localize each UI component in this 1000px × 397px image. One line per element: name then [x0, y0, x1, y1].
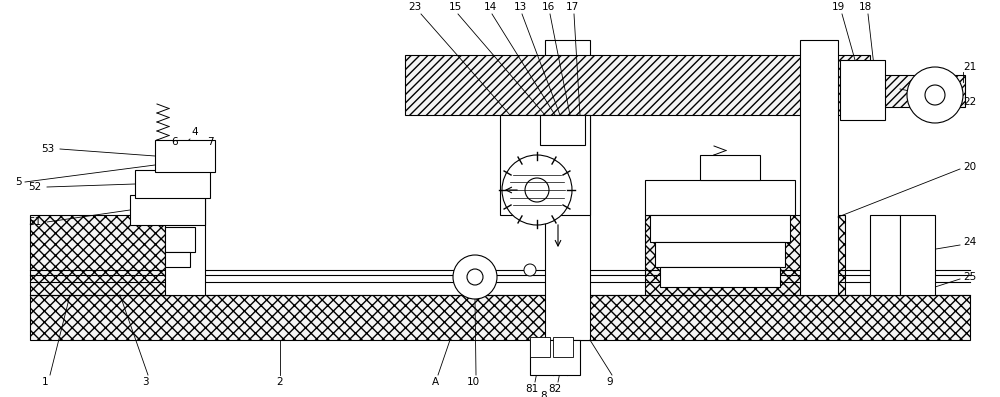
Text: 15: 15 [448, 2, 462, 12]
Bar [870, 215, 900, 295]
Text: 53: 53 [41, 144, 55, 154]
Circle shape [453, 255, 497, 299]
Text: 2: 2 [277, 377, 283, 387]
Text: 5: 5 [15, 177, 21, 187]
Bar [30, 295, 970, 340]
Text: 7: 7 [207, 137, 213, 147]
Circle shape [524, 264, 536, 276]
Text: 6: 6 [172, 137, 178, 147]
Bar [165, 227, 195, 252]
Text: 51: 51 [28, 217, 42, 227]
Bar [645, 180, 795, 215]
Text: 10: 10 [466, 377, 480, 387]
Bar [545, 40, 590, 340]
Text: 8: 8 [541, 391, 547, 397]
Text: 24: 24 [963, 237, 977, 247]
Circle shape [502, 155, 572, 225]
Bar [30, 215, 175, 295]
Text: 18: 18 [858, 2, 872, 12]
Text: 16: 16 [541, 2, 555, 12]
Text: 3: 3 [142, 377, 148, 387]
Bar [700, 155, 760, 180]
Bar [405, 55, 870, 115]
Text: 81: 81 [525, 384, 539, 394]
Bar [165, 155, 205, 295]
Bar [165, 252, 190, 267]
Bar [650, 215, 790, 242]
Circle shape [525, 178, 549, 202]
Bar [655, 242, 785, 267]
Bar [645, 215, 845, 295]
Text: 9: 9 [607, 377, 613, 387]
Text: 21: 21 [963, 62, 977, 72]
Text: 17: 17 [565, 2, 579, 12]
Bar [530, 337, 550, 357]
Bar [155, 140, 215, 172]
Text: 52: 52 [28, 182, 42, 192]
Bar [800, 40, 838, 295]
Bar [130, 195, 205, 225]
Bar [840, 60, 885, 120]
Text: A: A [431, 377, 439, 387]
Text: 4: 4 [192, 127, 198, 137]
Circle shape [907, 67, 963, 123]
Bar [900, 215, 935, 295]
Bar [530, 340, 580, 375]
Bar [540, 115, 585, 145]
Text: 22: 22 [963, 97, 977, 107]
Bar [553, 337, 573, 357]
Text: 82: 82 [548, 384, 562, 394]
Bar [870, 75, 965, 107]
Circle shape [467, 269, 483, 285]
Bar [500, 115, 590, 215]
Text: 19: 19 [831, 2, 845, 12]
Text: 13: 13 [513, 2, 527, 12]
Text: 25: 25 [963, 272, 977, 282]
Bar [660, 267, 780, 287]
Text: 20: 20 [963, 162, 977, 172]
Text: 23: 23 [408, 2, 422, 12]
Circle shape [925, 85, 945, 105]
Text: 14: 14 [483, 2, 497, 12]
Text: 1: 1 [42, 377, 48, 387]
Bar [135, 170, 210, 198]
